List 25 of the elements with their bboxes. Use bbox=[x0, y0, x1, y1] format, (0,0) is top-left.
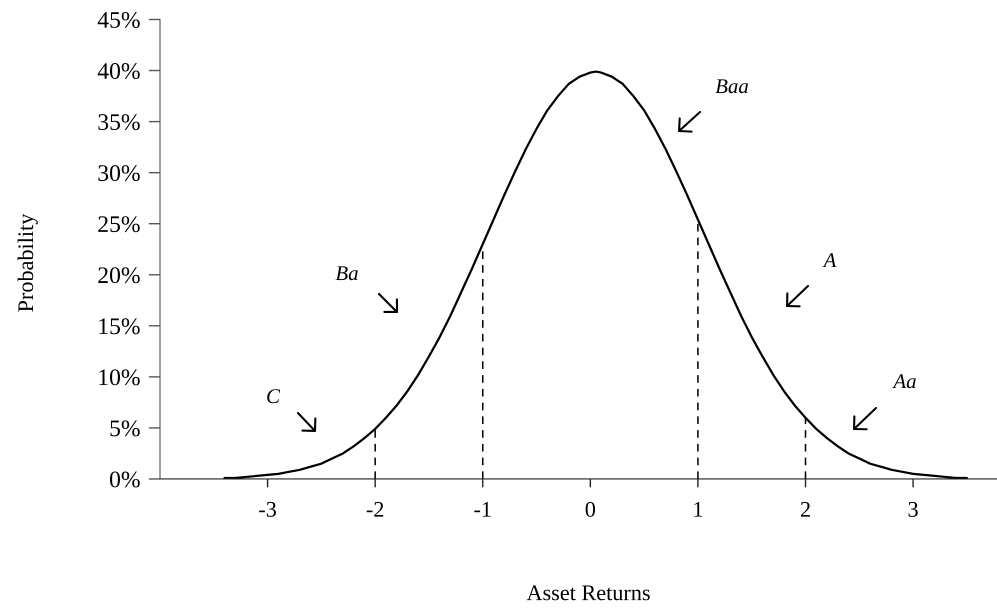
annotation: C bbox=[267, 389, 280, 404]
x-tick-label: 1 bbox=[694, 502, 702, 517]
y-tick-label: 0% bbox=[110, 471, 140, 488]
y-tick-label: 20% bbox=[98, 267, 140, 284]
x-tick-label: -3 bbox=[259, 502, 276, 517]
y-tick-label: 5% bbox=[110, 420, 140, 436]
y-tick-label: 35% bbox=[98, 114, 140, 130]
annotation: Aa bbox=[892, 374, 916, 388]
annotation: Ba bbox=[336, 266, 358, 280]
y-axis-title: Probability bbox=[18, 214, 38, 312]
x-tick-label: 2 bbox=[800, 502, 810, 517]
y-tick-label: 30% bbox=[98, 165, 140, 182]
x-axis-title: Asset Returns bbox=[526, 585, 650, 600]
x-tick-label: -1 bbox=[474, 502, 491, 517]
y-tick-label: 15% bbox=[99, 318, 140, 334]
line-series bbox=[223, 70, 968, 479]
x-tick-label: 3 bbox=[908, 502, 918, 517]
y-tick-label: 40% bbox=[98, 63, 140, 80]
x-tick-label: 0 bbox=[586, 502, 596, 517]
annotation: Baa bbox=[715, 79, 748, 94]
annotation: A bbox=[822, 253, 836, 268]
y-tick-label: 25% bbox=[98, 216, 140, 232]
y-tick-label: 45% bbox=[98, 12, 140, 28]
y-tick-label: 10% bbox=[99, 369, 140, 386]
x-tick-label: -2 bbox=[366, 502, 384, 517]
